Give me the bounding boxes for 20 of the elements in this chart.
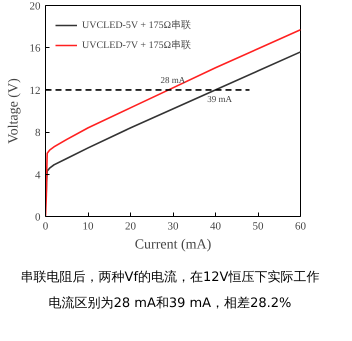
y-tick-label: 12	[30, 84, 40, 97]
y-axis-title: Voltage (V)	[6, 78, 22, 144]
x-tick-label: 50	[252, 220, 264, 232]
y-tick-label: 4	[35, 169, 41, 182]
y-tick-label: 0	[35, 212, 41, 224]
annotation: 28 mA	[160, 74, 186, 85]
text: 串联电阻后，两种Vf的电流，在12V恒压下实际工作电流区别为28 mA和39 mA，相差28.2%	[20, 269, 320, 313]
x-tick-label: 40	[210, 220, 222, 232]
y-tick-label: 8	[35, 127, 41, 140]
x-axis-title: Current (mA)	[134, 238, 212, 252]
annotation: 39 mA	[207, 94, 232, 104]
legend-label: UVCLED-5V + 175Ω串联	[82, 18, 191, 32]
y-tick-label: 20	[30, 0, 41, 12]
x-tick-label: 10	[82, 220, 94, 232]
legend-label: UVCLED-7V + 175Ω串联	[82, 38, 191, 52]
y-tick-label: 16	[30, 42, 41, 55]
x-tick-label: 30	[168, 220, 179, 232]
x-tick-label: 60	[295, 220, 306, 232]
x-tick-label: 0	[42, 220, 49, 232]
x-tick-label: 20	[125, 220, 136, 232]
